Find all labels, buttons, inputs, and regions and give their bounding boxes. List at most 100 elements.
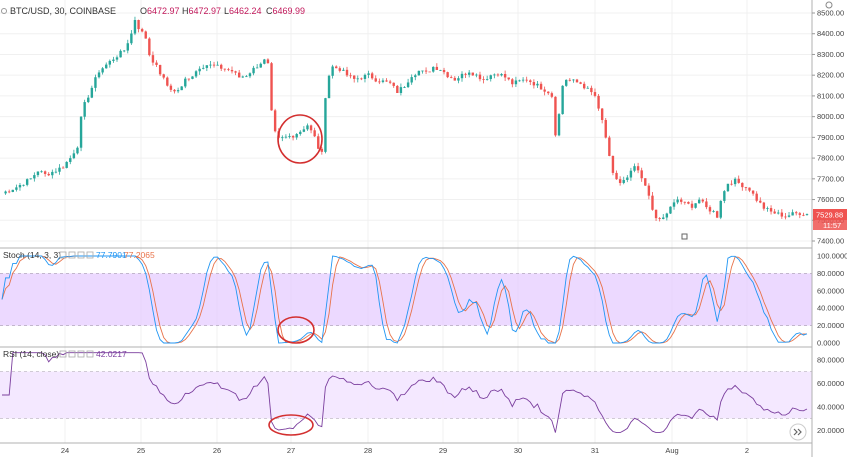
symbol-label[interactable]: BTC/USD, 30, COINBASE [10,6,116,16]
scroll-button-bg[interactable] [789,423,807,441]
price-tick-label: 7800.00 [817,154,844,163]
last-price-label: 7529.88 [816,211,843,220]
candle-body [410,77,413,83]
candle-body [349,75,352,77]
close-icon[interactable] [77,350,85,358]
stoch-axis[interactable]: 100.0000 80.0000 60.0000 40.0000 20.0000 0.00… [817,252,847,348]
candle-body [166,77,169,86]
candle-body [151,55,155,63]
candle-body [40,171,43,173]
candle-body [694,203,697,208]
candle-body [230,70,234,72]
candle-body [593,92,597,96]
settings-icon[interactable] [68,251,76,259]
candle-body [762,202,766,209]
candle-body [424,70,428,72]
candle-body [191,76,194,79]
candle-body [115,57,119,60]
candle-body [557,114,561,136]
rsi-axis[interactable]: 80.0000 60.0000 40.0000 20.0000 [817,355,844,435]
candle-body [658,218,661,219]
candle-body [759,200,762,203]
candle-body [119,50,122,58]
candle-body [543,89,546,92]
rsi-tick-label: 20.0000 [817,426,844,435]
rsi-title[interactable]: RSI (14, close) [3,349,59,359]
candle-body [324,98,327,152]
candle-body [518,80,521,82]
collapse-icon[interactable] [1,8,7,14]
time-axis[interactable]: 24 25 26 27 28 29 30 31 Aug 2 [61,446,749,455]
stoch-tick-label: 20.0000 [817,321,844,330]
candle-body [719,200,722,218]
candle-body [122,50,126,52]
candle-body [263,59,266,64]
ohlc-h: H6472.97 [182,6,221,16]
price-tick-label: 7400.00 [817,237,844,246]
candle-body [216,64,219,66]
candle-body [439,69,442,71]
candle-body [741,182,744,188]
candle-body [370,73,374,79]
candle-body [43,171,47,174]
close-icon[interactable] [77,251,85,259]
candle-body [777,212,780,214]
price-tick-label: 7900.00 [817,133,844,142]
candle-body [665,213,669,218]
settings-icon[interactable] [68,350,76,358]
candle-body [647,185,651,196]
candle-body [611,155,615,173]
candle-body [158,64,162,75]
scroll-to-realtime-button[interactable] [789,423,807,441]
rsi-band [0,371,812,419]
candle-body [205,65,209,68]
candle-body [176,90,180,92]
event-marker-icon[interactable] [681,233,688,240]
eye-icon[interactable] [59,251,67,259]
candle-body [532,82,536,86]
candle-body [252,67,255,74]
price-tick-label: 8400.00 [817,29,844,38]
candle-body [363,74,367,79]
candle-body [61,167,65,169]
time-tick-label: 24 [61,446,69,455]
chart-settings-gear[interactable] [825,1,833,9]
candle-body [237,72,241,78]
candle-body [568,79,572,81]
candle-body [791,212,794,216]
candle-body [701,199,704,202]
candle-body [590,87,593,93]
eye-icon[interactable] [59,350,67,358]
candle-body [575,79,579,83]
candle-body [90,87,94,98]
candle-body [615,172,618,180]
time-tick-label: 28 [364,446,372,455]
gear-icon[interactable] [825,1,833,9]
candle-body [550,93,554,97]
candle-body [489,75,492,80]
stoch-title[interactable]: Stoch (14, 3, 3) [3,250,61,260]
candle-body [798,213,802,215]
more-icon[interactable] [86,251,94,259]
candle-body [748,187,751,191]
more-icon[interactable] [86,350,94,358]
rsi-legend: RSI (14, close) 42.0217 [3,349,127,359]
candle-body [547,91,550,94]
candle-body [507,77,510,80]
candle-body [317,136,320,149]
candle-body [51,171,54,176]
candle-body [320,148,324,152]
candle-body [241,76,244,78]
candle-body [367,73,370,75]
candle-body [503,74,507,78]
candle-body [108,60,112,65]
candle-body [112,59,115,61]
candle-body [744,187,748,188]
candle-body [76,147,79,154]
ohlc-l: L6462.24 [224,6,262,16]
candle-body [18,185,22,188]
candle-body [65,161,68,168]
candle-body [690,203,694,208]
candle-body [281,137,284,139]
annotation-ellipse-stoch [277,316,315,344]
